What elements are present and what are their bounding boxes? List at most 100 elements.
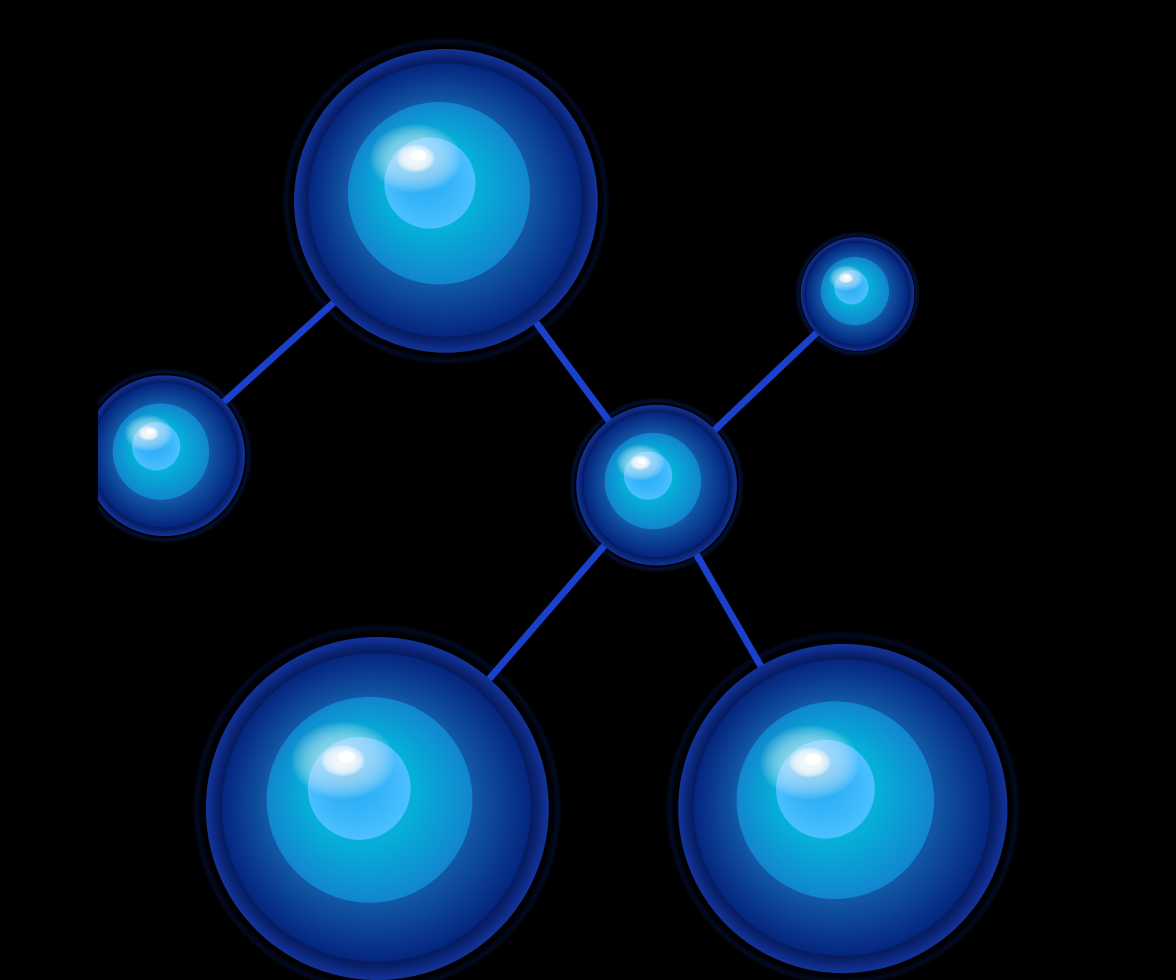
Circle shape (102, 393, 223, 514)
Circle shape (213, 644, 541, 972)
Ellipse shape (141, 428, 156, 438)
Circle shape (746, 710, 921, 886)
Circle shape (94, 385, 234, 524)
Circle shape (580, 409, 733, 562)
Circle shape (636, 464, 653, 479)
Circle shape (120, 411, 198, 489)
Circle shape (146, 436, 156, 447)
Circle shape (241, 672, 507, 938)
Ellipse shape (300, 728, 386, 793)
Circle shape (246, 677, 501, 931)
Circle shape (306, 61, 584, 339)
Ellipse shape (829, 266, 863, 290)
Circle shape (828, 264, 880, 316)
Circle shape (636, 463, 653, 480)
Circle shape (96, 388, 230, 521)
Circle shape (307, 62, 583, 338)
Circle shape (323, 77, 563, 318)
Circle shape (93, 383, 235, 527)
Circle shape (407, 160, 437, 190)
Ellipse shape (329, 751, 358, 770)
Circle shape (99, 389, 228, 519)
Circle shape (840, 275, 860, 295)
Circle shape (763, 727, 895, 859)
Circle shape (380, 132, 483, 236)
Circle shape (818, 255, 891, 328)
Circle shape (318, 73, 570, 325)
Circle shape (808, 770, 822, 784)
Circle shape (694, 660, 990, 956)
Circle shape (846, 280, 851, 286)
Circle shape (803, 239, 911, 348)
Circle shape (841, 276, 858, 294)
Circle shape (136, 426, 173, 463)
Circle shape (742, 707, 926, 891)
Circle shape (109, 400, 214, 505)
Circle shape (146, 435, 158, 448)
Circle shape (259, 689, 485, 914)
Ellipse shape (146, 431, 152, 435)
Circle shape (582, 411, 730, 560)
Circle shape (207, 638, 547, 979)
Ellipse shape (767, 730, 853, 795)
Circle shape (811, 248, 902, 338)
Circle shape (141, 430, 166, 456)
Circle shape (276, 707, 459, 889)
Circle shape (273, 703, 465, 894)
Circle shape (281, 710, 452, 882)
Circle shape (253, 684, 490, 921)
Circle shape (748, 712, 918, 883)
Circle shape (633, 460, 659, 485)
Circle shape (148, 437, 154, 444)
Circle shape (806, 768, 826, 788)
Circle shape (123, 414, 193, 484)
Circle shape (290, 720, 436, 866)
Circle shape (720, 684, 958, 923)
Circle shape (314, 69, 575, 329)
Ellipse shape (636, 460, 646, 465)
Ellipse shape (840, 273, 853, 282)
Circle shape (288, 717, 442, 871)
Circle shape (829, 266, 876, 313)
Ellipse shape (790, 749, 829, 776)
Circle shape (626, 453, 670, 497)
Circle shape (107, 397, 218, 509)
Ellipse shape (843, 276, 849, 280)
Circle shape (841, 277, 857, 293)
Circle shape (729, 695, 943, 908)
Circle shape (256, 686, 487, 918)
Circle shape (340, 768, 358, 785)
Circle shape (341, 769, 355, 783)
Circle shape (790, 753, 853, 816)
Circle shape (274, 704, 462, 893)
Circle shape (295, 50, 596, 352)
Circle shape (310, 739, 407, 836)
Circle shape (289, 719, 439, 868)
Circle shape (790, 754, 851, 814)
Circle shape (804, 240, 911, 347)
Circle shape (636, 464, 652, 478)
Circle shape (122, 413, 195, 485)
Circle shape (275, 705, 461, 891)
Circle shape (131, 420, 183, 473)
Circle shape (402, 154, 447, 200)
Ellipse shape (403, 149, 428, 168)
Circle shape (814, 250, 898, 334)
Circle shape (708, 674, 971, 937)
Ellipse shape (410, 150, 426, 161)
Circle shape (270, 701, 467, 898)
Circle shape (149, 439, 151, 440)
Ellipse shape (830, 267, 862, 290)
Circle shape (392, 144, 465, 218)
Circle shape (298, 727, 427, 856)
Circle shape (811, 248, 901, 337)
Ellipse shape (408, 153, 423, 164)
Circle shape (114, 405, 208, 498)
Circle shape (226, 657, 526, 957)
Circle shape (234, 664, 516, 948)
Circle shape (362, 117, 509, 263)
Circle shape (837, 273, 864, 300)
Circle shape (138, 427, 172, 462)
Circle shape (332, 760, 372, 800)
Ellipse shape (633, 457, 648, 468)
